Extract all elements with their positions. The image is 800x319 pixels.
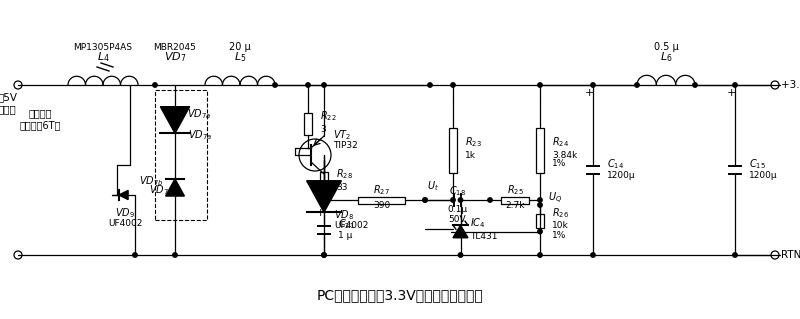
Text: $IC_4$: $IC_4$: [470, 217, 486, 230]
Circle shape: [488, 198, 492, 202]
Polygon shape: [453, 225, 468, 238]
Bar: [358, 197, 406, 204]
Text: UF4002: UF4002: [334, 221, 368, 231]
Text: 的磁芯（6T）: 的磁芯（6T）: [19, 120, 61, 130]
Text: 50V: 50V: [449, 216, 466, 225]
Circle shape: [538, 203, 542, 207]
Bar: [320, 172, 328, 193]
Circle shape: [173, 253, 178, 257]
Circle shape: [538, 253, 542, 257]
Text: 10k: 10k: [552, 221, 569, 231]
Text: 接5V: 接5V: [0, 92, 17, 102]
Text: 磁放大器: 磁放大器: [28, 108, 52, 118]
Text: $R_{24}$: $R_{24}$: [552, 135, 569, 149]
Bar: [536, 214, 544, 228]
Circle shape: [538, 198, 542, 202]
Text: $L_6$: $L_6$: [660, 50, 672, 64]
Circle shape: [322, 198, 326, 202]
Text: +: +: [584, 88, 594, 98]
Text: PC开关电源中的3.3V磁放大器稳压电路: PC开关电源中的3.3V磁放大器稳压电路: [317, 288, 483, 302]
Circle shape: [458, 198, 462, 202]
Bar: [502, 197, 529, 204]
Text: $R_{23}$: $R_{23}$: [465, 135, 482, 149]
Circle shape: [733, 253, 738, 257]
Text: 1 μ: 1 μ: [338, 232, 352, 241]
Text: 2.7k: 2.7k: [506, 202, 525, 211]
Circle shape: [273, 83, 277, 87]
Text: 1%: 1%: [552, 160, 566, 168]
Bar: [155, 90, 207, 220]
Text: $VT_2$: $VT_2$: [333, 128, 351, 142]
Text: $U_t$: $U_t$: [427, 179, 439, 193]
Text: 主绕组: 主绕组: [0, 104, 16, 114]
Circle shape: [635, 83, 639, 87]
Text: $VD_9$: $VD_9$: [115, 206, 135, 220]
Text: +: +: [726, 88, 736, 98]
Text: $VD_{7b}$: $VD_{7b}$: [138, 174, 163, 189]
Circle shape: [322, 253, 326, 257]
Text: 0.5 μ: 0.5 μ: [654, 42, 678, 52]
Text: UF4002: UF4002: [108, 219, 142, 227]
Text: $C_{14}$: $C_{14}$: [607, 157, 624, 171]
Text: 1%: 1%: [552, 231, 566, 240]
Text: $C_{21}$: $C_{21}$: [338, 217, 354, 231]
Bar: [536, 128, 544, 173]
Text: $R_{25}$: $R_{25}$: [506, 183, 523, 197]
Text: 0.1μ: 0.1μ: [447, 204, 467, 213]
Bar: [449, 128, 457, 173]
Text: $VD_8$: $VD_8$: [334, 208, 354, 222]
Text: +3.3V, 10A: +3.3V, 10A: [781, 80, 800, 90]
Text: 1k: 1k: [465, 151, 476, 160]
Circle shape: [322, 83, 326, 87]
Text: $VD_{7b}$: $VD_{7b}$: [149, 183, 173, 197]
Text: MP1305P4AS: MP1305P4AS: [74, 42, 133, 51]
Text: 3.84k: 3.84k: [552, 151, 578, 160]
Text: $R_{28}$: $R_{28}$: [336, 167, 353, 182]
Circle shape: [306, 83, 310, 87]
Text: RTN: RTN: [781, 250, 800, 260]
Text: 390: 390: [373, 202, 390, 211]
Text: TL431: TL431: [470, 232, 498, 241]
Polygon shape: [119, 190, 128, 200]
Text: 1200μ: 1200μ: [607, 172, 636, 181]
Circle shape: [458, 253, 462, 257]
Circle shape: [538, 83, 542, 87]
Circle shape: [451, 83, 455, 87]
Text: $VD_{7a}$: $VD_{7a}$: [188, 128, 212, 142]
Text: $L_5$: $L_5$: [234, 50, 246, 64]
Text: 33: 33: [336, 183, 347, 192]
Text: $U_Q$: $U_Q$: [548, 190, 562, 205]
Text: 20 μ: 20 μ: [229, 42, 251, 52]
Circle shape: [422, 198, 427, 202]
Polygon shape: [160, 107, 190, 133]
Circle shape: [422, 198, 427, 202]
Text: $VD_{7a}$: $VD_{7a}$: [187, 107, 211, 121]
Text: 1200μ: 1200μ: [749, 172, 778, 181]
Text: $R_{27}$: $R_{27}$: [373, 183, 390, 197]
Circle shape: [590, 83, 595, 87]
Circle shape: [133, 253, 138, 257]
Text: $VD_7$: $VD_7$: [164, 50, 186, 64]
Text: $C_{18}$: $C_{18}$: [449, 184, 466, 198]
Polygon shape: [306, 181, 342, 212]
Circle shape: [428, 83, 432, 87]
Text: $L_4$: $L_4$: [97, 50, 110, 64]
Text: $R_{22}$: $R_{22}$: [320, 109, 337, 123]
Circle shape: [693, 83, 698, 87]
Circle shape: [451, 198, 455, 202]
Text: 3: 3: [320, 124, 326, 133]
Circle shape: [538, 229, 542, 234]
Text: $R_{26}$: $R_{26}$: [552, 206, 569, 220]
Circle shape: [153, 83, 157, 87]
Circle shape: [733, 83, 738, 87]
Circle shape: [322, 253, 326, 257]
Text: MBR2045: MBR2045: [154, 42, 197, 51]
Text: TIP32: TIP32: [333, 142, 358, 151]
Bar: [304, 113, 312, 135]
Text: +: +: [315, 208, 325, 218]
Text: $C_{15}$: $C_{15}$: [749, 157, 766, 171]
Circle shape: [590, 253, 595, 257]
Polygon shape: [166, 179, 185, 196]
